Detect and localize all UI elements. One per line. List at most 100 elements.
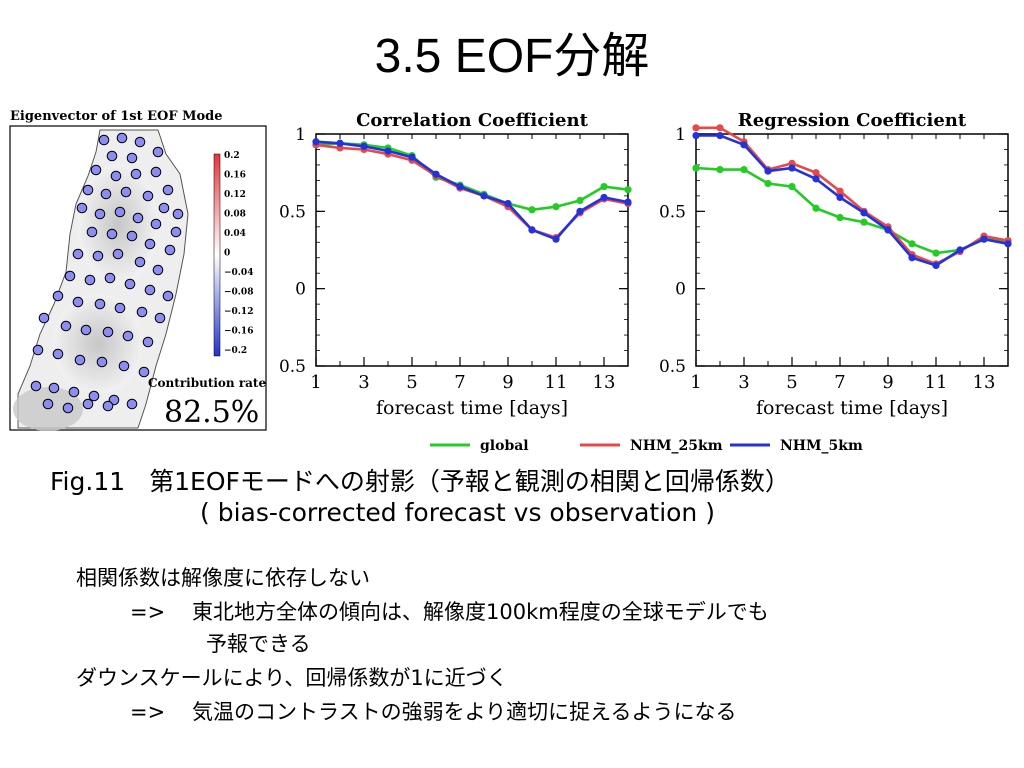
data-point-global	[716, 165, 724, 174]
x-tick-label: 13	[593, 372, 616, 393]
station-marker	[114, 302, 126, 314]
y-tick-label: 1	[675, 125, 686, 145]
data-point-NHM_5km	[932, 261, 940, 270]
x-tick-label: 9	[502, 372, 513, 393]
station-marker	[144, 238, 156, 250]
data-point-NHM_5km	[692, 131, 700, 140]
station-marker	[88, 390, 100, 402]
series-line-global	[695, 166, 1009, 255]
chart-title: Correlation Coefficient	[356, 110, 588, 131]
x-tick-label: 13	[973, 372, 996, 393]
station-marker	[90, 164, 102, 176]
station-marker	[106, 228, 118, 240]
data-point-global	[624, 186, 632, 194]
station-marker	[158, 202, 170, 214]
data-point-global	[788, 182, 796, 191]
station-marker	[154, 312, 166, 324]
data-point-NHM_25km	[716, 124, 724, 132]
data-point-NHM_5km	[956, 246, 964, 254]
station-marker	[52, 348, 64, 360]
station-marker	[164, 244, 176, 256]
x-tick-label: 9	[882, 372, 893, 393]
station-marker	[110, 170, 122, 182]
note-line-1: 相関係数は解像度に依存しない	[76, 566, 370, 590]
station-marker	[82, 398, 94, 410]
station-marker	[82, 184, 94, 196]
x-tick-label: 5	[786, 372, 797, 393]
station-marker	[138, 366, 150, 378]
figure-subcaption: ( bias-corrected forecast vs observation…	[200, 498, 715, 527]
fig-label: Fig.11	[50, 467, 126, 496]
station-marker	[96, 356, 108, 368]
station-marker	[32, 344, 44, 356]
station-marker	[142, 336, 154, 348]
station-marker	[120, 186, 132, 198]
chart-title: Regression Coefficient	[738, 110, 967, 131]
data-point-global	[764, 179, 772, 188]
data-point-NHM_25km	[836, 187, 844, 195]
data-point-NHM_25km	[812, 169, 820, 177]
data-point-NHM_5km	[764, 167, 772, 175]
station-marker	[48, 382, 60, 394]
station-marker	[162, 290, 174, 302]
station-marker	[102, 400, 114, 412]
station-marker	[94, 208, 106, 220]
station-marker	[104, 272, 116, 284]
station-marker	[112, 248, 124, 260]
station-marker	[134, 256, 146, 268]
eof-map-panel: Eigenvector of 1st EOF Mode 0.20.160.120…	[9, 109, 267, 431]
station-marker	[60, 320, 72, 332]
data-point-NHM_5km	[716, 131, 724, 140]
station-marker	[38, 312, 50, 324]
station-marker	[130, 168, 142, 180]
colorbar-label: 0.12	[224, 190, 246, 200]
legend-label: NHM_25km	[630, 438, 723, 454]
data-point-global	[576, 196, 584, 205]
series-line-NHM_5km	[315, 140, 629, 241]
contribution-value: 82.5%	[164, 395, 259, 430]
note-line-5: => 気温のコントラストの強弱をより適切に捉えるようになる	[130, 696, 737, 726]
station-marker	[94, 298, 106, 310]
station-marker	[122, 330, 134, 342]
data-point-NHM_5km	[552, 235, 560, 243]
colorbar-label: 0	[224, 249, 230, 259]
station-marker	[62, 402, 74, 414]
station-marker	[124, 278, 136, 290]
y-tick-label: 0	[295, 280, 306, 300]
data-point-NHM_5km	[600, 193, 608, 202]
station-marker	[132, 212, 144, 224]
note-line-3: 予報できる	[206, 632, 311, 656]
station-marker	[152, 146, 164, 158]
x-tick-label: 5	[406, 372, 417, 393]
station-marker	[52, 290, 64, 302]
station-marker	[144, 284, 156, 296]
data-point-NHM_5km	[624, 198, 632, 206]
x-tick-label: 3	[358, 372, 369, 393]
data-point-NHM_5km	[740, 141, 748, 149]
figure-caption: Fig.11 第1EOFモードへの射影（予報と観測の相関と回帰係数）	[50, 462, 790, 498]
station-marker	[172, 208, 184, 220]
station-marker	[126, 398, 138, 410]
data-point-NHM_5km	[884, 226, 892, 234]
data-point-global	[932, 249, 940, 257]
contribution-label: Contribution rate	[148, 376, 266, 390]
station-marker	[106, 150, 118, 162]
y-tick-label: -0.5	[280, 357, 306, 377]
station-marker	[64, 270, 76, 282]
map-title: Eigenvector of 1st EOF Mode	[10, 109, 223, 124]
x-axis-label: forecast time [days]	[376, 397, 568, 419]
data-point-NHM_5km	[836, 193, 844, 202]
y-tick-label: 0.5	[660, 202, 686, 222]
data-point-NHM_5km	[860, 209, 868, 217]
colorbar-label: −0.2	[224, 346, 247, 356]
arrow-2: =>	[130, 700, 166, 724]
plot-frame	[315, 133, 629, 367]
colorbar-label: 0.16	[224, 171, 246, 181]
data-point-NHM_5km	[312, 138, 320, 146]
chart-legend: global NHM_25km NHM_5km	[430, 438, 863, 454]
series-line-global	[315, 141, 629, 212]
colorbar-labels: 0.2 0.16 0.12 0.08 0.04 0 −0.04 −0.08 −0.12 −0.16…	[224, 151, 253, 356]
station-marker	[170, 226, 182, 238]
station-marker	[74, 354, 86, 366]
data-point-NHM_5km	[528, 226, 536, 234]
